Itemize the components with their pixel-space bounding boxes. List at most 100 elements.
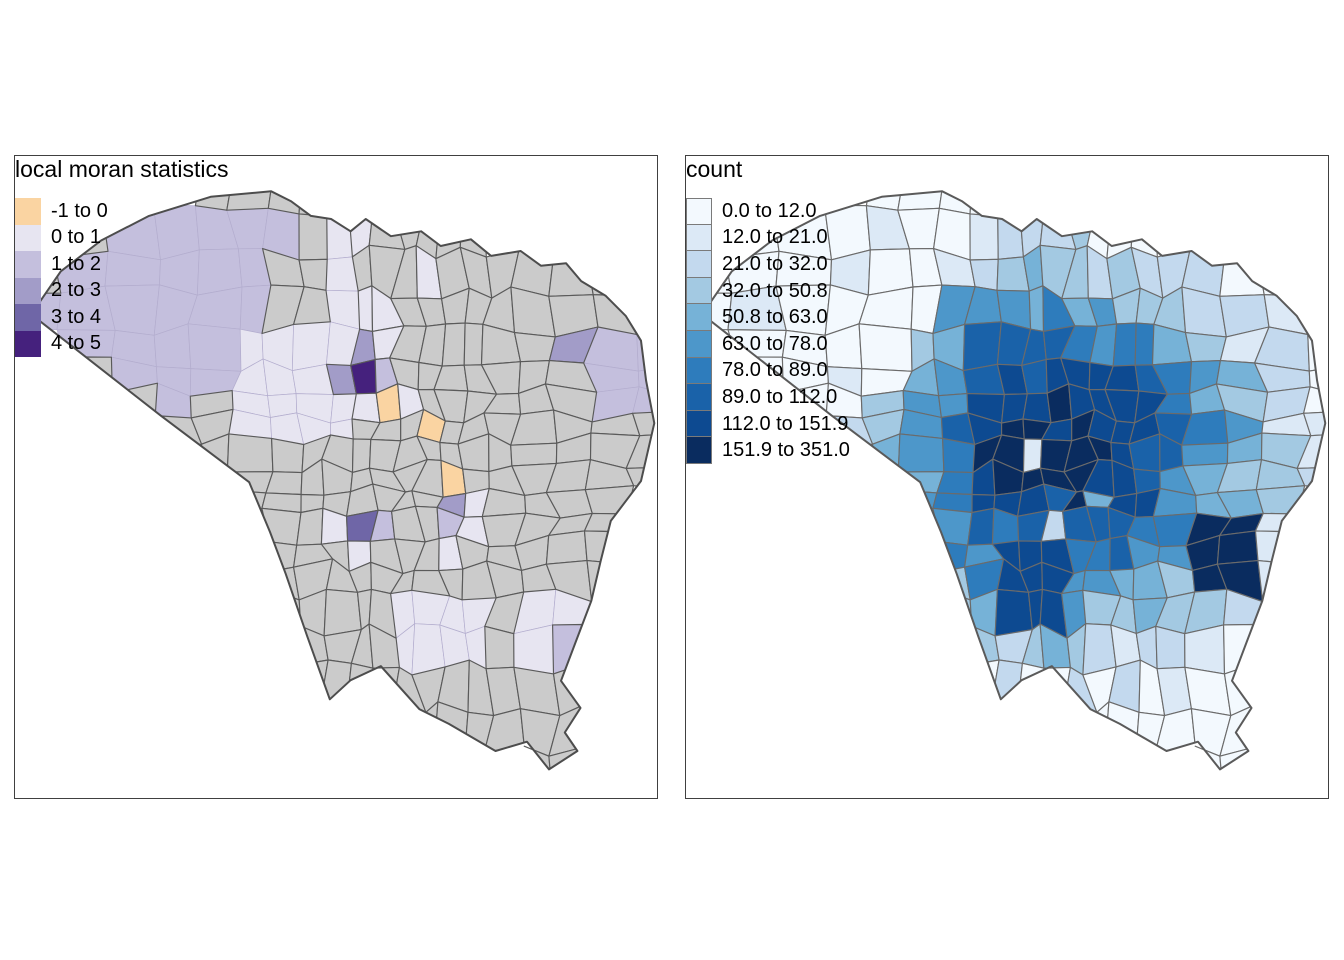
legend-label: 2 to 3 xyxy=(51,279,102,302)
legend-label: 50.8 to 63.0 xyxy=(722,306,828,329)
map-region xyxy=(265,471,303,496)
legend-label: 4 to 5 xyxy=(51,332,102,355)
map-region xyxy=(962,321,1002,372)
count-legend: count 0.0 to 12.0 12.0 to 21.0 21.0 to 32.… xyxy=(686,156,850,464)
map-region xyxy=(227,433,274,473)
legend-swatch xyxy=(686,276,712,305)
legend-item: 3 to 4 xyxy=(15,304,228,331)
map-region xyxy=(323,588,362,637)
map-region xyxy=(291,321,331,371)
map-region xyxy=(944,541,969,570)
legend-swatch xyxy=(15,224,41,251)
legend-swatch xyxy=(686,383,712,411)
legend-swatch xyxy=(15,198,41,225)
count-choropleth-map xyxy=(701,190,1327,771)
legend-swatch xyxy=(686,250,712,278)
legend-item: 0.0 to 12.0 xyxy=(686,198,850,225)
legend-item: 2 to 3 xyxy=(15,277,228,304)
legend-label: 3 to 4 xyxy=(51,305,102,328)
map-region xyxy=(273,541,298,570)
legend-label: -1 to 0 xyxy=(51,199,108,222)
legend-label: 21.0 to 32.0 xyxy=(722,252,828,275)
legend-label: 151.9 to 351.0 xyxy=(722,439,850,462)
legend-swatch xyxy=(15,251,41,278)
map-region xyxy=(1022,438,1043,473)
legend-item: 112.0 to 151.9 xyxy=(686,409,850,438)
map-region xyxy=(411,623,446,676)
map-region xyxy=(298,213,328,261)
map-region xyxy=(1184,332,1227,363)
map-region xyxy=(1112,322,1137,367)
map-region xyxy=(513,332,556,363)
legend-label: 0 to 1 xyxy=(51,226,102,249)
legend-label: 1 to 2 xyxy=(51,252,102,275)
legend-swatch xyxy=(686,356,712,385)
map-region xyxy=(545,530,588,565)
legend-label: 78.0 to 89.0 xyxy=(722,359,828,382)
map-region xyxy=(484,625,515,670)
legend-item: -1 to 0 xyxy=(15,198,228,225)
map-region xyxy=(1155,625,1186,670)
city-boundary-outline xyxy=(30,190,656,771)
legend-swatch xyxy=(15,330,41,357)
legend-item: 151.9 to 351.0 xyxy=(686,436,850,464)
map-region xyxy=(510,442,558,467)
legend-swatch xyxy=(686,329,712,358)
map-region xyxy=(936,471,974,496)
map-region xyxy=(969,213,999,261)
legend-label: 112.0 to 151.9 xyxy=(722,412,849,435)
legend-label: 32.0 to 50.8 xyxy=(722,279,828,302)
map-region xyxy=(357,285,374,332)
map-region xyxy=(513,624,554,675)
map-region xyxy=(1134,322,1155,366)
city-boundary-outline xyxy=(701,190,1327,771)
map-region xyxy=(463,322,484,366)
legend-label: 0.0 to 12.0 xyxy=(722,199,817,222)
map-region xyxy=(293,286,331,325)
map-region xyxy=(296,507,324,546)
map-region xyxy=(1216,530,1259,565)
map-region xyxy=(858,323,913,372)
map-region xyxy=(994,588,1033,637)
legend-label: 12.0 to 21.0 xyxy=(722,226,828,249)
map-region xyxy=(1022,392,1052,424)
legend-label: 89.0 to 112.0 xyxy=(722,385,838,408)
legend-label: 63.0 to 78.0 xyxy=(722,332,828,355)
map-region xyxy=(351,438,372,473)
legend-item: 0 to 1 xyxy=(15,224,228,251)
legend-item: 12.0 to 21.0 xyxy=(686,223,850,252)
legend-swatch xyxy=(686,303,712,331)
map-region xyxy=(271,437,305,474)
legend-item: 21.0 to 32.0 xyxy=(686,250,850,278)
map-region xyxy=(967,507,995,546)
legend-swatch xyxy=(686,198,712,225)
legend-item: 50.8 to 63.0 xyxy=(686,303,850,331)
legend-swatch xyxy=(15,304,41,331)
moran-map-panel: local moran statistics -1 to 0 0 to 1 1 to… xyxy=(14,155,658,799)
legend-item: 63.0 to 78.0 xyxy=(686,329,850,358)
count-map-panel: count 0.0 to 12.0 12.0 to 21.0 21.0 to 32.… xyxy=(685,155,1329,799)
legend-item: 78.0 to 89.0 xyxy=(686,356,850,385)
legend-item: 89.0 to 112.0 xyxy=(686,383,850,411)
legend-item: 4 to 5 xyxy=(15,330,228,357)
moran-legend: local moran statistics -1 to 0 0 to 1 1 to… xyxy=(15,156,228,357)
legend-item: 32.0 to 50.8 xyxy=(686,276,850,305)
legend-swatch xyxy=(686,436,712,464)
map-region xyxy=(898,433,945,473)
map-region xyxy=(1028,285,1045,332)
legend-swatch xyxy=(686,409,712,438)
count-legend-items: 0.0 to 12.0 12.0 to 21.0 21.0 to 32.0 32.0 … xyxy=(686,198,850,464)
map-region xyxy=(942,437,976,474)
legend-swatch xyxy=(686,223,712,252)
map-region xyxy=(441,322,466,367)
moran-legend-items: -1 to 0 0 to 1 1 to 2 2 to 3 3 to 4 4 to 5 xyxy=(15,198,228,357)
moran-legend-title: local moran statistics xyxy=(15,156,229,182)
legend-swatch xyxy=(15,277,41,304)
map-region xyxy=(1184,624,1226,675)
moran-choropleth-map xyxy=(30,190,656,771)
legend-item: 1 to 2 xyxy=(15,251,228,278)
map-region xyxy=(351,392,381,424)
map-region xyxy=(1181,442,1229,467)
count-legend-title: count xyxy=(686,156,743,182)
